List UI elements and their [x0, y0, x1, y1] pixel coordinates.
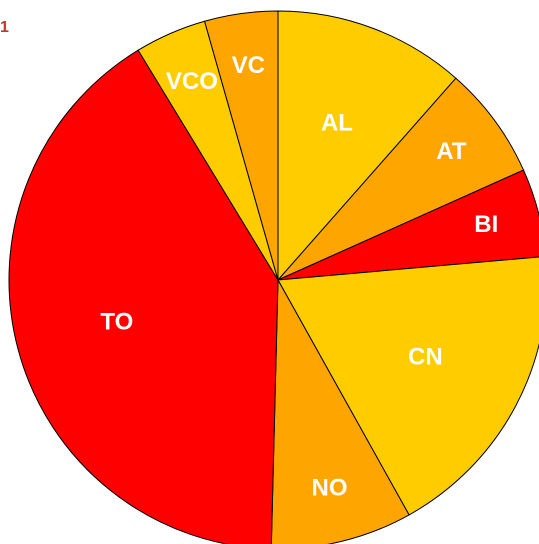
- pie-slice: [8, 49, 279, 544]
- pie-slice: [277, 256, 539, 516]
- pie-slice: [277, 77, 525, 281]
- slice-label: VC: [232, 52, 265, 79]
- chart-title: 1: [0, 19, 9, 36]
- pie-slice: [270, 278, 410, 544]
- pie-labels: AL AT BI CN NO TO VCO VC: [100, 52, 498, 501]
- slice-label: CN: [408, 343, 443, 370]
- slice-label: TO: [100, 308, 133, 335]
- slice-label: AL: [321, 109, 353, 136]
- pie-slice: [203, 10, 279, 281]
- slice-label: AT: [436, 138, 467, 165]
- pie-slice: [277, 169, 539, 281]
- slice-label: NO: [312, 474, 348, 501]
- slice-label: VCO: [166, 68, 218, 95]
- pie: [8, 10, 539, 544]
- slice-label: BI: [474, 211, 498, 238]
- pie-slice: [277, 10, 457, 282]
